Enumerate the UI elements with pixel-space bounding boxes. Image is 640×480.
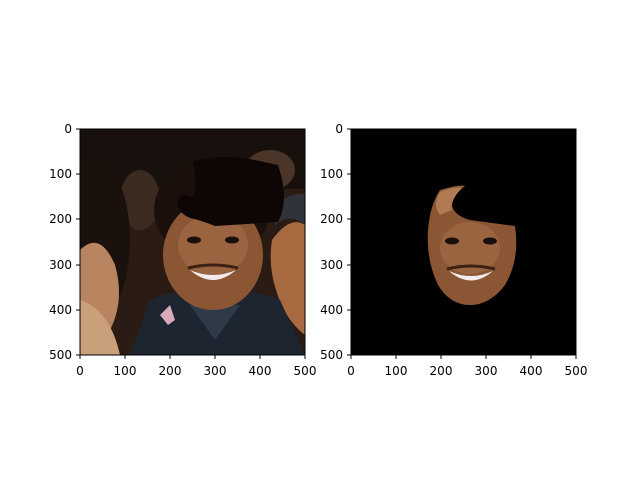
right-y-tick-label: 300 <box>320 258 343 272</box>
left-x-tick-label: 500 <box>294 364 317 378</box>
right-y-tick-label: 100 <box>320 167 343 181</box>
original-photo <box>80 129 305 355</box>
right-x-tick-label: 500 <box>565 364 588 378</box>
left-x-tick-label: 300 <box>204 364 227 378</box>
left-x-tick-label: 400 <box>249 364 272 378</box>
left-x-tick-label: 100 <box>114 364 137 378</box>
right-y-tick-label: 500 <box>320 348 343 362</box>
right-x-tick-label: 100 <box>385 364 408 378</box>
right-x-axis: 0 100 200 300 400 500 <box>347 355 587 378</box>
right-y-tick-label: 400 <box>320 303 343 317</box>
left-y-tick-label: 300 <box>49 258 72 272</box>
right-x-tick-label: 300 <box>475 364 498 378</box>
left-x-axis: 0 100 200 300 400 500 <box>76 355 316 378</box>
left-y-tick-label: 200 <box>49 212 72 226</box>
left-y-tick-label: 500 <box>49 348 72 362</box>
right-x-tick-label: 200 <box>430 364 453 378</box>
masked-face-panel: 0 100 200 300 400 500 0 100 200 300 400 … <box>320 122 587 378</box>
right-x-tick-label: 0 <box>347 364 355 378</box>
right-x-tick-label: 400 <box>520 364 543 378</box>
right-axes-frame <box>350 128 577 356</box>
masked-photo <box>351 129 576 355</box>
right-y-axis: 0 100 200 300 400 500 <box>320 122 351 362</box>
left-y-tick-label: 100 <box>49 167 72 181</box>
original-image-panel: 0 100 200 300 400 500 0 100 200 300 400 … <box>49 122 316 378</box>
left-y-tick-label: 400 <box>49 303 72 317</box>
right-y-tick-label: 0 <box>335 122 343 136</box>
left-x-tick-label: 200 <box>159 364 182 378</box>
left-axes-frame <box>79 128 306 356</box>
left-y-tick-label: 0 <box>64 122 72 136</box>
left-y-axis: 0 100 200 300 400 500 <box>49 122 80 362</box>
left-x-tick-label: 0 <box>76 364 84 378</box>
right-y-tick-label: 200 <box>320 212 343 226</box>
